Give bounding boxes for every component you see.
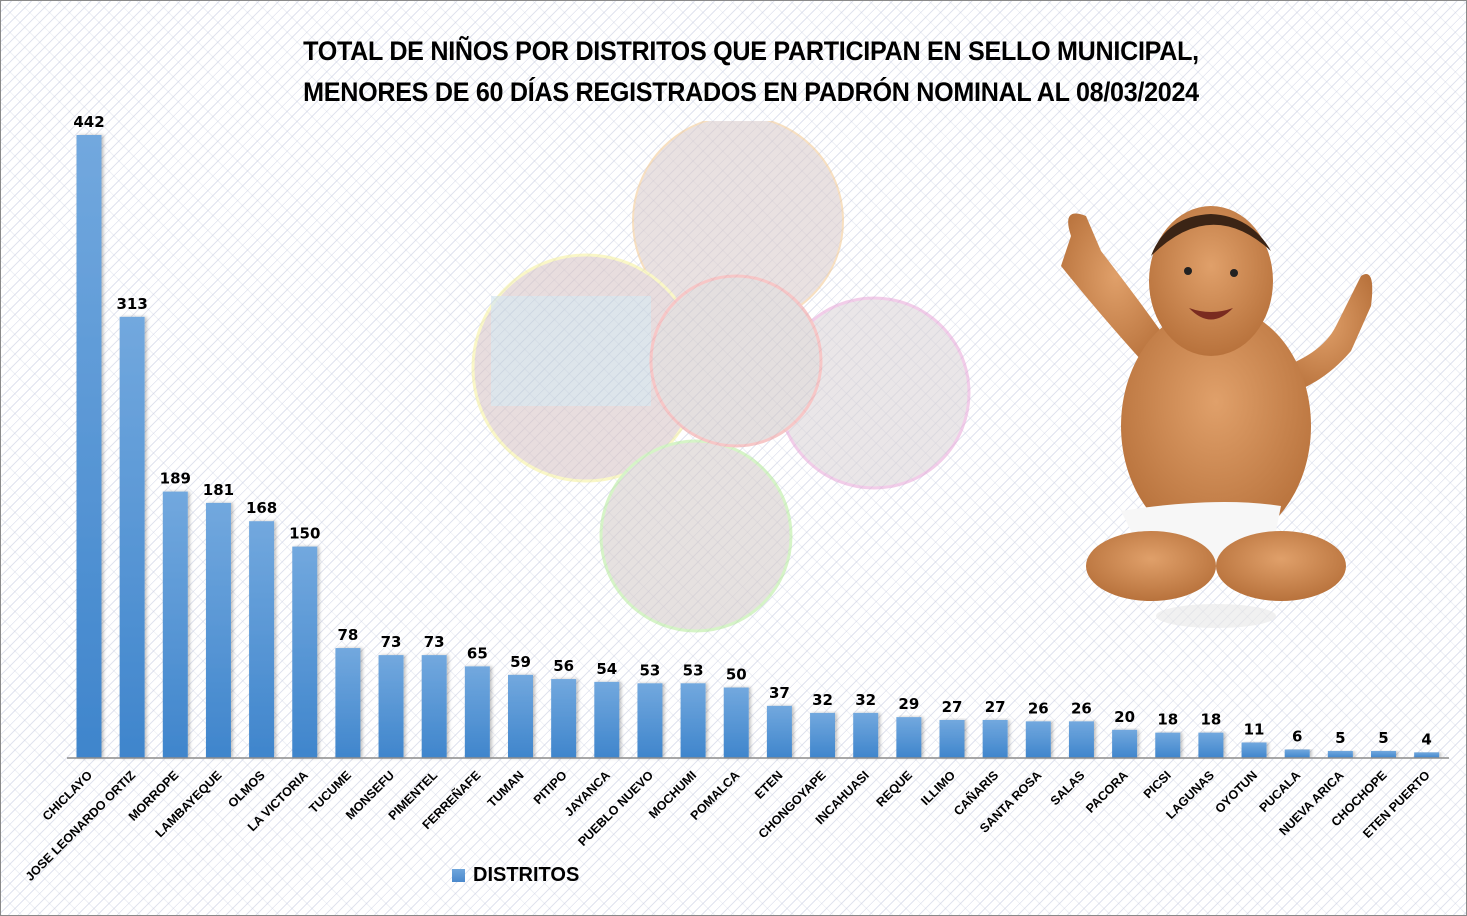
bar-salas: [1068, 721, 1094, 758]
bar-pacora: [1112, 729, 1138, 758]
value-label: 181: [203, 481, 234, 499]
bar-lagunas: [1198, 732, 1224, 758]
bar-santa-rosa: [1025, 721, 1051, 758]
x-tick-label: PITIPO: [531, 768, 570, 807]
bar-jayanca: [594, 681, 620, 758]
value-label: 4: [1421, 730, 1431, 748]
value-label: 56: [553, 657, 574, 675]
bar-monsefu: [378, 655, 404, 758]
photo-circle-bottom: [599, 439, 793, 633]
x-tick-label: OLMOS: [225, 768, 267, 810]
x-tick-label: REQUE: [874, 768, 915, 809]
value-label: 18: [1200, 711, 1221, 729]
value-label: 59: [510, 653, 531, 671]
value-label: 11: [1244, 720, 1265, 738]
value-label: 78: [337, 626, 358, 644]
bar-pueblo-nuevo: [637, 683, 663, 758]
value-label: 26: [1028, 699, 1049, 717]
value-label: 18: [1157, 711, 1178, 729]
value-label: 32: [855, 691, 876, 709]
value-label: 73: [381, 633, 402, 651]
bar-jose-leonardo-ortiz: [119, 316, 145, 758]
value-label: 20: [1114, 708, 1135, 726]
x-tick-label: PUEBLO NUEVO: [575, 768, 656, 849]
value-label: 313: [116, 295, 147, 313]
x-tick-label: TUMAN: [485, 768, 527, 810]
value-label: 29: [898, 695, 919, 713]
value-label: 27: [985, 698, 1006, 716]
bar-eten: [766, 705, 792, 758]
x-tick-label: PACORA: [1083, 768, 1131, 816]
value-label: 26: [1071, 699, 1092, 717]
bar-mochumi: [680, 683, 706, 758]
value-label: 37: [769, 684, 790, 702]
value-label: 65: [467, 644, 488, 662]
value-label: 50: [726, 666, 747, 684]
chart-title-line-2: MENORES DE 60 DÍAS REGISTRADOS EN PADRÓN…: [303, 77, 1199, 107]
bar-olmos: [249, 521, 275, 758]
bar-eten-puerto: [1414, 752, 1440, 758]
x-tick-label: ETEN: [752, 768, 785, 801]
bar-chongoyape: [810, 712, 836, 758]
value-label: 442: [73, 113, 104, 131]
bar-illimo: [939, 719, 965, 758]
photo-collage: [471, 121, 971, 633]
value-label: 5: [1378, 729, 1388, 747]
value-label: 54: [596, 660, 617, 678]
chart-title-line-1: TOTAL DE NIÑOS POR DISTRITOS QUE PARTICI…: [303, 36, 1199, 66]
bar-oyotun: [1241, 742, 1267, 758]
value-label: 5: [1335, 729, 1345, 747]
legend-swatch: [452, 869, 465, 882]
bar-ferreñafe: [464, 666, 490, 758]
bar-morrope: [162, 491, 188, 758]
bar-tuman: [508, 674, 533, 758]
x-tick-label: SALAS: [1048, 768, 1088, 808]
bar-cañaris: [982, 719, 1008, 758]
value-label: 168: [246, 499, 277, 517]
photo-circle-center: [649, 274, 823, 448]
bar-pitipo: [551, 679, 577, 758]
bar-tucume: [335, 648, 361, 758]
value-label: 27: [942, 698, 963, 716]
value-label: 6: [1292, 728, 1302, 746]
value-label: 53: [640, 661, 661, 679]
bar-chochope: [1371, 750, 1396, 758]
bar-chiclayo: [76, 135, 102, 758]
legend-label: DISTRITOS: [473, 864, 580, 886]
chart-title: TOTAL DE NIÑOS POR DISTRITOS QUE PARTICI…: [54, 31, 1449, 113]
bar-incahuasi: [853, 712, 879, 758]
x-tick-label: ILLIMO: [918, 768, 958, 808]
baby-image: [1061, 206, 1373, 628]
bar-pucala: [1284, 749, 1310, 758]
value-label: 73: [424, 633, 445, 651]
bar-picsi: [1155, 732, 1181, 758]
bar-reque: [896, 717, 922, 758]
bar-nueva-arica: [1327, 750, 1353, 758]
x-tick-label: OYOTUN: [1212, 768, 1260, 816]
bar-la-victoria: [292, 546, 318, 758]
value-label: 189: [160, 470, 191, 488]
bar-pimentel: [421, 655, 447, 758]
value-label: 32: [812, 691, 833, 709]
x-tick-label: PICSI: [1141, 768, 1174, 801]
value-label: 53: [683, 661, 704, 679]
bar-pomalca: [723, 687, 749, 758]
value-label: 150: [289, 525, 320, 543]
bar-lambayeque: [205, 502, 231, 758]
legend: DISTRITOS: [452, 864, 579, 887]
